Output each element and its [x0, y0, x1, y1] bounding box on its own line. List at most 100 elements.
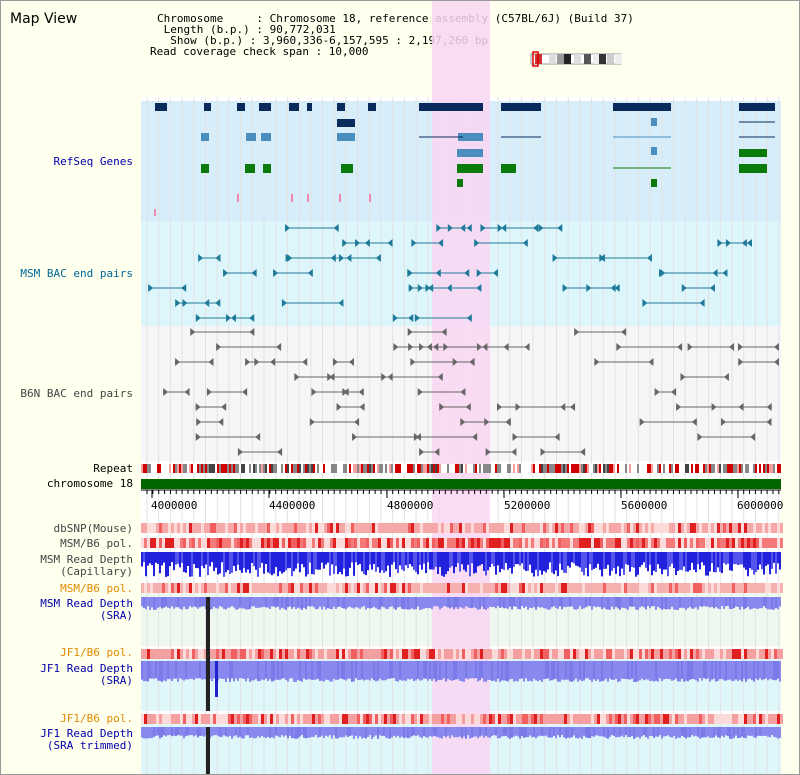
- repeat-mark: [203, 464, 205, 473]
- read-depth-bar: [421, 552, 423, 570]
- polymorphism-mark: [552, 538, 555, 548]
- polymorphism-mark: [369, 538, 372, 548]
- read-depth-bar: [351, 597, 353, 608]
- read-depth-bar: [543, 661, 545, 680]
- repeat-mark: [511, 464, 513, 473]
- read-depth-bar: [465, 552, 467, 572]
- repeat-mark: [199, 464, 201, 473]
- read-depth-bar: [719, 597, 721, 610]
- gene-feature: [337, 133, 355, 141]
- polymorphism-mark: [456, 583, 459, 593]
- polymorphism-mark: [198, 714, 201, 724]
- polymorphism-mark: [693, 583, 696, 593]
- repeat-mark: [315, 464, 317, 473]
- msm-read-depth-label[interactable]: MSM Read Depth: [40, 553, 133, 566]
- read-depth-bar: [369, 661, 371, 681]
- polymorphism-mark: [756, 523, 759, 533]
- polymorphism-mark: [693, 523, 696, 533]
- repeat-mark: [765, 464, 767, 473]
- read-depth-bar: [165, 727, 167, 737]
- read-depth-bar: [499, 597, 501, 608]
- read-depth-bar: [369, 552, 371, 565]
- polymorphism-mark: [729, 523, 732, 533]
- msm-b6-pol-sra-label[interactable]: MSM/B6 pol.: [60, 582, 133, 595]
- polymorphism-mark: [678, 583, 681, 593]
- polymorphism-mark: [633, 538, 636, 548]
- bac-end-marker: [660, 269, 666, 277]
- polymorphism-mark: [486, 538, 489, 548]
- read-depth-bar: [373, 661, 375, 681]
- polymorphism-mark: [507, 649, 510, 659]
- repeat-mark: [469, 464, 471, 473]
- polymorphism-mark: [441, 523, 444, 533]
- polymorphism-mark: [387, 523, 390, 533]
- polymorphism-mark: [375, 523, 378, 533]
- polymorphism-mark: [636, 714, 639, 724]
- polymorphism-mark: [252, 649, 255, 659]
- read-depth-bar: [257, 661, 259, 682]
- read-depth-bar: [455, 552, 457, 567]
- read-depth-bar: [267, 597, 269, 608]
- read-depth-bar: [663, 727, 665, 737]
- read-depth-bar: [501, 661, 503, 681]
- msm-read-depth-sra-label[interactable]: MSM Read Depth: [40, 597, 133, 610]
- read-depth-bar: [565, 727, 567, 739]
- b6n-bac-label[interactable]: B6N BAC end pairs: [20, 387, 133, 400]
- polymorphism-mark: [519, 523, 522, 533]
- repeat-mark: [307, 464, 309, 473]
- jf1-b6-pol-label[interactable]: JF1/B6 pol.: [60, 646, 133, 659]
- jf1-read-depth-trimmed-label[interactable]: JF1 Read Depth: [40, 727, 133, 740]
- read-depth-bar: [269, 552, 271, 574]
- polymorphism-mark: [519, 649, 522, 659]
- read-depth-bar: [499, 727, 501, 739]
- repeat-mark: [375, 464, 377, 473]
- polymorphism-mark: [522, 523, 525, 533]
- read-depth-bar: [261, 597, 263, 608]
- polymorphism-mark: [501, 714, 504, 724]
- refseq-genes-label[interactable]: RefSeq Genes: [53, 155, 133, 168]
- polymorphism-mark: [723, 583, 726, 593]
- polymorphism-mark: [750, 649, 753, 659]
- msm-bac-label[interactable]: MSM BAC end pairs: [20, 267, 133, 280]
- read-depth-bar: [353, 661, 355, 682]
- read-depth-bar: [365, 597, 367, 610]
- read-depth-bar: [755, 727, 757, 738]
- read-depth-bar: [625, 727, 627, 736]
- read-depth-bar: [589, 597, 591, 607]
- polymorphism-mark: [450, 583, 453, 593]
- bac-end-marker: [407, 269, 413, 277]
- repeat-mark: [535, 464, 537, 473]
- read-depth-bar: [653, 661, 655, 682]
- polymorphism-mark: [234, 583, 237, 593]
- ideogram-band: [599, 54, 606, 64]
- jf1-read-depth-label[interactable]: JF1 Read Depth: [40, 662, 133, 675]
- polymorphism-mark: [672, 649, 675, 659]
- polymorphism-mark: [624, 583, 627, 593]
- read-depth-bar: [191, 661, 193, 679]
- read-depth-bar: [735, 727, 737, 736]
- read-depth-bar: [273, 552, 275, 574]
- read-depth-bar: [395, 552, 397, 570]
- read-depth-bar: [415, 661, 417, 681]
- repeat-mark: [319, 464, 321, 473]
- read-depth-bar: [449, 597, 451, 609]
- read-depth-bar: [237, 597, 239, 610]
- polymorphism-mark: [453, 538, 456, 548]
- read-depth-bar: [529, 597, 531, 608]
- dbsnp-label[interactable]: dbSNP(Mouse): [53, 522, 133, 535]
- polymorphism-mark: [669, 583, 672, 593]
- read-depth-bar: [493, 552, 495, 567]
- read-depth-bar: [181, 552, 183, 563]
- repeat-mark: [147, 464, 149, 473]
- msm-b6-pol-label[interactable]: MSM/B6 pol.: [60, 537, 133, 550]
- polymorphism-mark: [669, 649, 672, 659]
- read-depth-bar: [551, 727, 553, 738]
- repeat-mark: [207, 464, 209, 473]
- read-depth-bar: [485, 661, 487, 682]
- bac-end-marker: [691, 418, 697, 426]
- jf1-b6-pol-trimmed-label[interactable]: JF1/B6 pol.: [60, 712, 133, 725]
- read-depth-bar: [423, 597, 425, 609]
- read-depth-bar: [355, 661, 357, 679]
- read-depth-bar: [281, 597, 283, 608]
